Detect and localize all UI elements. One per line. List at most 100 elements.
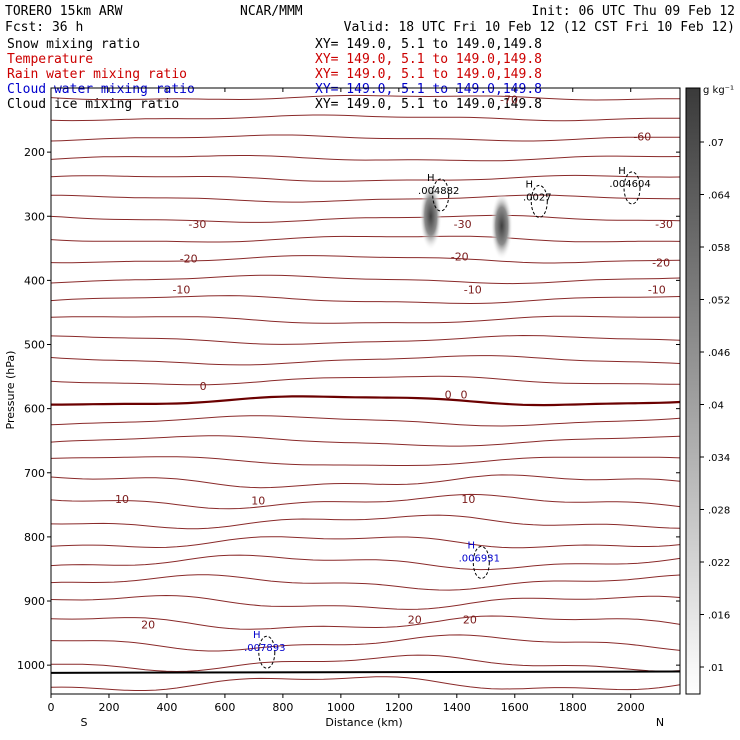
snow-core — [490, 191, 513, 260]
legend-label-snow: Snow mixing ratio — [7, 37, 140, 52]
isotherm-line — [50, 615, 681, 630]
dashed-contour — [472, 545, 490, 579]
max-value: .007893 — [244, 643, 285, 654]
isotherm-line — [50, 435, 681, 447]
contour-label: -20 — [652, 256, 670, 269]
plot-frame — [50, 87, 681, 695]
colorbar-label: .046 — [708, 348, 730, 359]
isotherm-line — [50, 114, 680, 122]
isotherm-line — [50, 355, 681, 366]
isotherm-line — [50, 536, 681, 549]
isotherm-line — [50, 456, 681, 466]
maxima-annotations: H .004882 H .0027 H .004604 H .006931 H .007893 — [244, 166, 651, 654]
isotherm-line — [50, 676, 681, 691]
legend-label-rain: Rain water mixing ratio — [7, 67, 187, 82]
isotherm-line — [50, 415, 681, 427]
ground-line — [50, 670, 681, 674]
dashed-contour — [623, 171, 641, 205]
colorbar-label: .034 — [708, 453, 730, 464]
north-marker: N — [656, 716, 664, 729]
x-tick-label: 1800 — [559, 701, 587, 714]
legend-label-temperature: Temperature — [7, 52, 93, 67]
plot-area: -70-60-30 -30 -30-20 -20 -20-10 -10 -1000 010 10… — [17, 87, 681, 714]
valid-time: Valid: 18 UTC Fri 10 Feb 12 (12 CST Fri … — [344, 20, 735, 35]
isotherm-line — [50, 634, 681, 652]
colorbar-gradient — [685, 87, 701, 695]
y-tick-label: 900 — [24, 595, 45, 608]
contour-label: -10 — [648, 283, 666, 296]
x-tick-label: 1200 — [385, 701, 413, 714]
south-marker: S — [81, 716, 88, 729]
isotherm-line — [50, 474, 681, 489]
isotherm-line — [51, 654, 681, 673]
max-value: .004882 — [418, 186, 459, 197]
colorbar: .07 .064 .058 .052 .046 .04 .034 .028 .022 .016 .0… — [685, 85, 734, 695]
isotherm-line — [50, 594, 681, 610]
isotherm-line — [50, 94, 680, 101]
isotherm-line — [50, 315, 681, 324]
contour-label: -30 — [655, 218, 673, 231]
model-title: TORERO 15km ARW — [5, 4, 123, 19]
snow-core — [419, 182, 442, 251]
x-tick-label: 800 — [272, 701, 293, 714]
legend-xy-cloud-ice: XY= 149.0, 5.1 to 149.0,149.8 — [315, 97, 542, 112]
y-tick-label: 800 — [24, 531, 45, 544]
x-axis-ticks: 0 200 400 600 800 1000 1200 1400 1600 1800 2000 — [48, 88, 645, 714]
x-tick-label: 200 — [98, 701, 119, 714]
contour-label: 0 — [461, 389, 468, 402]
contour-label: 20 — [141, 619, 155, 632]
legend-label-cloud-ice: Cloud ice mixing ratio — [7, 97, 179, 112]
colorbar-label: .052 — [708, 296, 730, 307]
x-tick-label: 0 — [48, 701, 55, 714]
max-marker: H — [468, 540, 476, 551]
contour-label: 10 — [461, 493, 475, 506]
colorbar-ticks: .07 .064 .058 .052 .046 .04 .034 .028 .022 .016 .0… — [700, 138, 730, 674]
contour-label: 10 — [115, 493, 129, 506]
isotherm-line — [50, 214, 681, 223]
isotherm-line — [50, 514, 681, 530]
max-marker: H — [253, 630, 261, 641]
max-value: .004604 — [609, 179, 650, 190]
colorbar-label: .064 — [708, 191, 730, 202]
contour-label: 20 — [408, 614, 422, 627]
isotherm-line — [51, 395, 681, 407]
y-tick-label: 400 — [24, 274, 45, 287]
x-tick-label: 600 — [214, 701, 235, 714]
x-tick-label: 1400 — [443, 701, 471, 714]
x-tick-label: 1000 — [327, 701, 355, 714]
y-axis-label: Pressure (hPa) — [4, 351, 17, 430]
contour-label: -10 — [464, 283, 482, 296]
init-time: Init: 06 UTC Thu 09 Feb 12 — [532, 4, 736, 19]
contour-label: -10 — [172, 283, 190, 296]
contour-label: 0 — [445, 389, 452, 402]
colorbar-label: .022 — [708, 558, 730, 569]
colorbar-label: .04 — [708, 401, 724, 412]
contour-label: -60 — [633, 131, 651, 144]
legend-xy-snow: XY= 149.0, 5.1 to 149.0,149.8 — [315, 37, 542, 52]
contour-label: 20 — [463, 614, 477, 627]
dashed-contour — [432, 178, 450, 212]
contour-label: -30 — [454, 218, 472, 231]
contour-label: -70 — [500, 94, 518, 107]
max-value: .006931 — [459, 553, 500, 564]
max-marker: H — [526, 179, 534, 190]
y-tick-label: 600 — [24, 403, 45, 416]
isotherm-line — [50, 155, 681, 162]
legend-xy-rain: XY= 149.0, 5.1 to 149.0,149.8 — [315, 67, 542, 82]
isotherm-line — [50, 134, 680, 142]
y-tick-label: 700 — [24, 467, 45, 480]
max-value: .0027 — [523, 192, 552, 203]
isotherm-line — [50, 274, 681, 285]
isotherm-line — [50, 295, 681, 305]
isotherm-line — [50, 554, 681, 571]
org-label: NCAR/MMM — [240, 4, 303, 19]
x-tick-label: 400 — [156, 701, 177, 714]
colorbar-label: .016 — [708, 611, 730, 622]
dashed-contour — [258, 635, 276, 669]
y-tick-label: 500 — [24, 339, 45, 352]
isotherm-line — [50, 174, 681, 182]
snow-shaded-cores — [419, 182, 513, 260]
y-tick-label: 1000 — [17, 659, 45, 672]
